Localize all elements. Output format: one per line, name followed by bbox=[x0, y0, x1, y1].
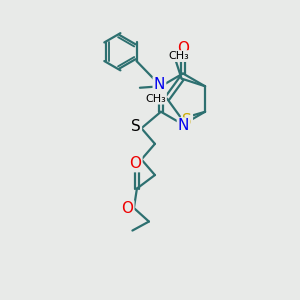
Text: O: O bbox=[129, 156, 141, 171]
Text: S: S bbox=[131, 119, 141, 134]
Text: N: N bbox=[178, 118, 189, 134]
Text: N: N bbox=[154, 77, 165, 92]
Text: O: O bbox=[121, 201, 133, 216]
Text: CH₃: CH₃ bbox=[145, 94, 166, 103]
Text: O: O bbox=[177, 41, 189, 56]
Text: CH₃: CH₃ bbox=[168, 51, 189, 61]
Text: S: S bbox=[182, 112, 192, 128]
